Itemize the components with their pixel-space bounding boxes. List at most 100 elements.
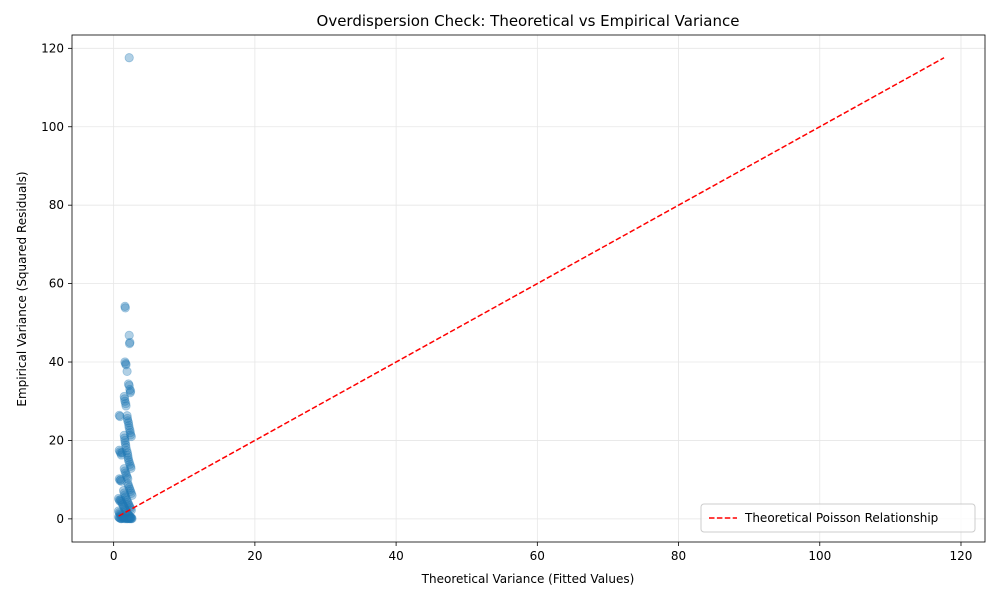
data-point [115, 496, 125, 506]
data-point [123, 514, 133, 524]
data-point [116, 450, 127, 460]
data-point [115, 411, 125, 422]
data-point [120, 394, 130, 404]
data-point [114, 506, 124, 516]
data-point [115, 447, 125, 457]
x-tick-label: 0 [110, 549, 118, 563]
data-point [124, 420, 134, 431]
data-point [123, 450, 133, 460]
data-point [124, 423, 134, 433]
data-point [121, 358, 131, 369]
legend-label: Theoretical Poisson Relationship [744, 511, 938, 525]
data-point [125, 514, 135, 524]
x-tick-label: 80 [671, 549, 686, 563]
data-point [122, 366, 132, 377]
data-point [124, 53, 134, 63]
data-point [121, 401, 131, 411]
data-point [125, 388, 135, 398]
plot-frame [71, 34, 986, 543]
data-point [122, 446, 132, 456]
legend: Theoretical Poisson Relationship [700, 503, 976, 533]
data-point [119, 430, 129, 440]
data-point [123, 480, 134, 491]
data-point [121, 442, 131, 453]
data-point [119, 488, 129, 498]
data-point [116, 497, 127, 507]
scatter-points [114, 53, 137, 524]
data-point [124, 330, 134, 340]
data-point [126, 461, 136, 471]
data-point [122, 472, 132, 482]
data-point [123, 474, 133, 484]
data-point [123, 455, 134, 465]
data-point [123, 497, 133, 507]
data-point [119, 502, 129, 513]
data-point [123, 513, 134, 523]
y-axis-label: Empirical Variance (Squared Residuals) [15, 171, 29, 406]
data-point [120, 396, 130, 406]
data-point [124, 380, 134, 391]
data-point [124, 511, 134, 521]
y-tick-label: 40 [49, 355, 64, 369]
data-point [118, 486, 129, 496]
grid [72, 35, 985, 542]
y-tick-label: 20 [49, 433, 64, 447]
data-point [116, 495, 126, 505]
data-point [123, 499, 134, 509]
data-point [119, 464, 129, 474]
y-tick-label: 80 [49, 198, 64, 212]
x-axis-label: Theoretical Variance (Fitted Values) [421, 572, 635, 586]
data-point [120, 433, 130, 443]
data-point [114, 513, 124, 523]
data-point [120, 513, 130, 523]
data-point [114, 410, 124, 420]
data-point [114, 495, 124, 505]
data-point [127, 490, 137, 500]
data-point [117, 511, 127, 521]
data-point [116, 448, 126, 458]
y-tick-label: 120 [41, 41, 64, 55]
x-tick-label: 20 [247, 549, 262, 563]
data-point [126, 431, 136, 442]
data-point [126, 513, 136, 523]
data-point [121, 492, 131, 502]
data-point [119, 513, 129, 524]
data-point [118, 500, 128, 510]
data-point [124, 513, 134, 524]
x-tick-label: 100 [808, 549, 831, 563]
data-point [115, 509, 125, 519]
data-point [126, 386, 136, 396]
x-tick-label: 120 [950, 549, 973, 563]
data-point [126, 512, 136, 522]
data-point [124, 457, 134, 467]
chart-title: Overdispersion Check: Theoretical vs Emp… [317, 12, 740, 30]
data-point [122, 495, 132, 506]
data-point [120, 438, 130, 448]
data-point [121, 398, 131, 409]
data-point [114, 474, 124, 484]
data-point [115, 513, 125, 523]
data-point [120, 490, 130, 500]
data-point [119, 391, 129, 402]
data-point [127, 513, 137, 524]
data-point [114, 493, 124, 504]
legend-box [700, 503, 976, 533]
reference-line-layer [118, 57, 945, 517]
data-point [121, 470, 131, 480]
data-point [123, 478, 133, 489]
y-tick-label: 60 [49, 277, 64, 291]
data-point [125, 425, 135, 435]
data-point [115, 475, 125, 486]
data-point [120, 357, 130, 367]
data-point [117, 447, 127, 458]
data-point [118, 501, 129, 511]
data-point [120, 301, 130, 311]
data-point [123, 418, 134, 428]
data-point [116, 476, 127, 486]
data-point [121, 513, 131, 523]
data-point [125, 337, 135, 348]
x-tick-label: 60 [530, 549, 545, 563]
reference-line [118, 57, 945, 517]
data-point [124, 482, 134, 493]
